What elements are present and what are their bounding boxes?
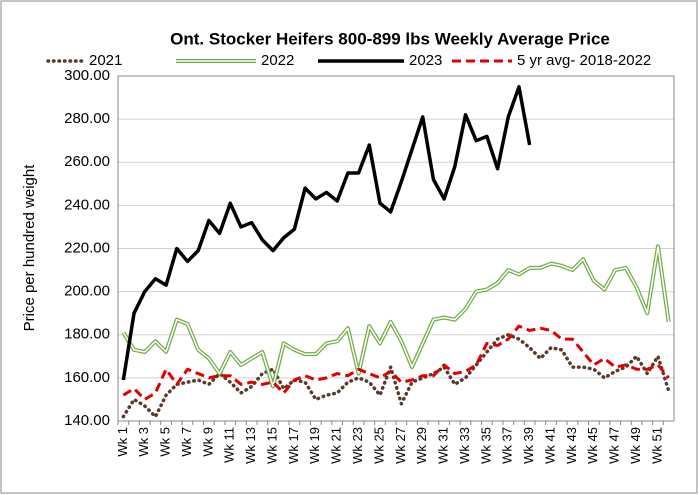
y-tick-label: 260.00	[64, 153, 110, 170]
x-tick-label: Wk 25	[371, 427, 386, 464]
y-tick-label: 300.00	[64, 67, 110, 84]
x-tick-label: Wk 3	[136, 427, 151, 457]
series-line	[121, 85, 532, 381]
x-tick-label: Wk 13	[243, 427, 258, 464]
chart-title: Ont. Stocker Heifers 800-899 lbs Weekly …	[170, 29, 610, 48]
x-tick-label: Wk 23	[350, 427, 365, 464]
x-tick-label: Wk 1	[115, 427, 130, 457]
x-tick-label: Wk 9	[200, 427, 215, 457]
y-tick-label: 280.00	[64, 110, 110, 127]
y-axis-label: Price per hundred weight	[21, 164, 38, 332]
x-tick-label: Wk 31	[436, 427, 451, 464]
y-tick-label: 200.00	[64, 283, 110, 300]
y-tick-label: 160.00	[64, 369, 110, 386]
x-tick-label: Wk 45	[585, 427, 600, 464]
series-line	[121, 333, 671, 419]
x-tick-label: Wk 49	[628, 427, 643, 464]
y-tick-label: 240.00	[64, 196, 110, 213]
legend-label: 2022	[261, 52, 294, 69]
x-tick-label: Wk 41	[542, 427, 557, 464]
y-tick-label: 140.00	[64, 412, 110, 429]
x-tick-label: Wk 15	[264, 427, 279, 464]
x-tick-label: Wk 19	[307, 427, 322, 464]
legend-label: 2023	[409, 52, 442, 69]
x-tick-label: Wk 29	[414, 427, 429, 464]
x-tick-label: Wk 17	[286, 427, 301, 464]
x-tick-label: Wk 21	[329, 427, 344, 464]
x-tick-label: Wk 33	[457, 427, 472, 464]
legend-label: 5 yr avg- 2018-2022	[517, 52, 651, 69]
x-tick-label: Wk 47	[607, 427, 622, 464]
x-tick-label: Wk 39	[521, 427, 536, 464]
x-tick-label: Wk 51	[649, 427, 664, 464]
x-tick-label: Wk 43	[564, 427, 579, 464]
x-tick-label: Wk 11	[222, 427, 237, 463]
x-tick-label: Wk 7	[179, 427, 194, 457]
series-line	[122, 324, 670, 401]
y-tick-label: 180.00	[64, 326, 110, 343]
x-tick-label: Wk 5	[158, 427, 173, 457]
legend-label: 2021	[89, 52, 122, 69]
x-tick-label: Wk 35	[478, 427, 493, 464]
x-tick-label: Wk 37	[500, 427, 515, 464]
y-tick-label: 220.00	[64, 239, 110, 256]
x-tick-label: Wk 27	[393, 427, 408, 464]
series-line-inner	[122, 245, 670, 388]
